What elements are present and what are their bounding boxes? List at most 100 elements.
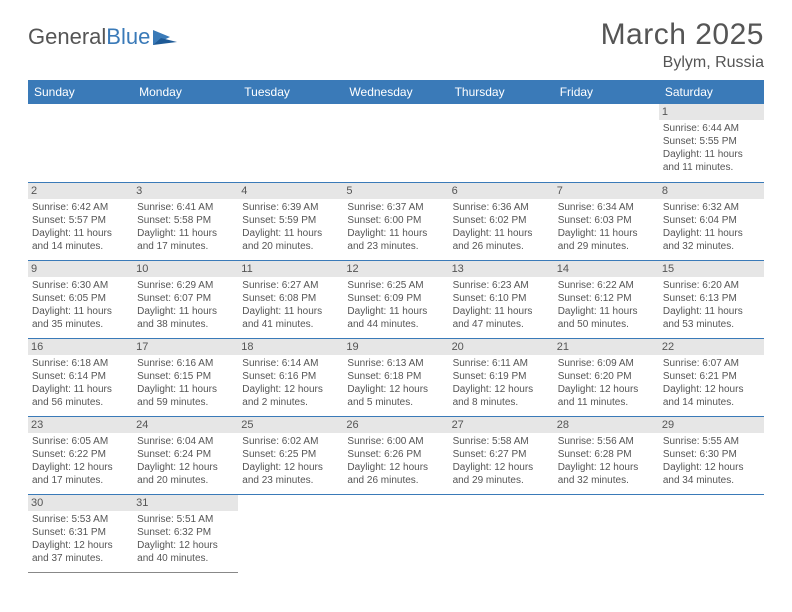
- sunset-line: Sunset: 6:24 PM: [137, 448, 234, 461]
- day-number: 29: [659, 417, 764, 433]
- sunrise-line: Sunrise: 6:04 AM: [137, 435, 234, 448]
- day-content: Sunrise: 6:22 AMSunset: 6:12 PMDaylight:…: [558, 279, 655, 331]
- sunset-line: Sunset: 6:28 PM: [558, 448, 655, 461]
- daylight-line: Daylight: 11 hours and 59 minutes.: [137, 383, 234, 409]
- sunset-line: Sunset: 6:27 PM: [453, 448, 550, 461]
- calendar-cell: 16 Sunrise: 6:18 AMSunset: 6:14 PMDayligh…: [28, 338, 133, 416]
- sunset-line: Sunset: 6:14 PM: [32, 370, 129, 383]
- sunrise-line: Sunrise: 6:18 AM: [32, 357, 129, 370]
- day-number: 14: [554, 261, 659, 277]
- day-content: Sunrise: 6:27 AMSunset: 6:08 PMDaylight:…: [242, 279, 339, 331]
- calendar-cell: 8Sunrise: 6:32 AMSunset: 6:04 PMDaylight…: [659, 182, 764, 260]
- daylight-line: Daylight: 11 hours and 35 minutes.: [32, 305, 129, 331]
- calendar-cell: [343, 494, 448, 572]
- sunrise-line: Sunrise: 6:37 AM: [347, 201, 444, 214]
- daylight-line: Daylight: 11 hours and 53 minutes.: [663, 305, 760, 331]
- sunset-line: Sunset: 5:58 PM: [137, 214, 234, 227]
- sunrise-line: Sunrise: 5:51 AM: [137, 513, 234, 526]
- sunset-line: Sunset: 6:16 PM: [242, 370, 339, 383]
- sunrise-line: Sunrise: 6:11 AM: [453, 357, 550, 370]
- sunset-line: Sunset: 6:02 PM: [453, 214, 550, 227]
- day-number: 3: [133, 183, 238, 199]
- day-content: Sunrise: 6:09 AMSunset: 6:20 PMDaylight:…: [558, 357, 655, 409]
- daylight-line: Daylight: 12 hours and 40 minutes.: [137, 539, 234, 565]
- sunrise-line: Sunrise: 6:22 AM: [558, 279, 655, 292]
- sunrise-line: Sunrise: 6:30 AM: [32, 279, 129, 292]
- sunrise-line: Sunrise: 5:55 AM: [663, 435, 760, 448]
- calendar-cell: 22Sunrise: 6:07 AMSunset: 6:21 PMDayligh…: [659, 338, 764, 416]
- daylight-line: Daylight: 12 hours and 32 minutes.: [558, 461, 655, 487]
- weekday-header: Sunday: [28, 80, 133, 104]
- sunset-line: Sunset: 5:55 PM: [663, 135, 760, 148]
- sunset-line: Sunset: 6:18 PM: [347, 370, 444, 383]
- day-content: Sunrise: 6:16 AMSunset: 6:15 PMDaylight:…: [137, 357, 234, 409]
- calendar-cell: 29Sunrise: 5:55 AMSunset: 6:30 PMDayligh…: [659, 416, 764, 494]
- calendar-cell: [343, 104, 448, 182]
- day-number: 25: [238, 417, 343, 433]
- daylight-line: Daylight: 12 hours and 23 minutes.: [242, 461, 339, 487]
- calendar-row: 30Sunrise: 5:53 AMSunset: 6:31 PMDayligh…: [28, 494, 764, 572]
- daylight-line: Daylight: 11 hours and 14 minutes.: [32, 227, 129, 253]
- day-content: Sunrise: 5:58 AMSunset: 6:27 PMDaylight:…: [453, 435, 550, 487]
- calendar-body: 1Sunrise: 6:44 AMSunset: 5:55 PMDaylight…: [28, 104, 764, 572]
- calendar-cell: 19Sunrise: 6:13 AMSunset: 6:18 PMDayligh…: [343, 338, 448, 416]
- daylight-line: Daylight: 12 hours and 8 minutes.: [453, 383, 550, 409]
- daylight-line: Daylight: 12 hours and 26 minutes.: [347, 461, 444, 487]
- sunset-line: Sunset: 6:08 PM: [242, 292, 339, 305]
- weekday-header: Friday: [554, 80, 659, 104]
- calendar-cell: 30Sunrise: 5:53 AMSunset: 6:31 PMDayligh…: [28, 494, 133, 572]
- sunrise-line: Sunrise: 6:25 AM: [347, 279, 444, 292]
- sunrise-line: Sunrise: 5:56 AM: [558, 435, 655, 448]
- calendar-cell: 18Sunrise: 6:14 AMSunset: 6:16 PMDayligh…: [238, 338, 343, 416]
- sunset-line: Sunset: 6:30 PM: [663, 448, 760, 461]
- daylight-line: Daylight: 11 hours and 23 minutes.: [347, 227, 444, 253]
- sunset-line: Sunset: 6:12 PM: [558, 292, 655, 305]
- day-number: 12: [343, 261, 448, 277]
- location: Bylym, Russia: [601, 54, 764, 72]
- weekday-header-row: Sunday Monday Tuesday Wednesday Thursday…: [28, 80, 764, 104]
- sunrise-line: Sunrise: 6:09 AM: [558, 357, 655, 370]
- sunset-line: Sunset: 6:21 PM: [663, 370, 760, 383]
- sunrise-line: Sunrise: 6:02 AM: [242, 435, 339, 448]
- logo-text-1: General: [28, 24, 106, 50]
- calendar-cell: 25Sunrise: 6:02 AMSunset: 6:25 PMDayligh…: [238, 416, 343, 494]
- daylight-line: Daylight: 12 hours and 2 minutes.: [242, 383, 339, 409]
- day-content: Sunrise: 6:32 AMSunset: 6:04 PMDaylight:…: [663, 201, 760, 253]
- sunrise-line: Sunrise: 6:00 AM: [347, 435, 444, 448]
- day-content: Sunrise: 5:51 AMSunset: 6:32 PMDaylight:…: [137, 513, 234, 565]
- day-number: 16: [28, 339, 133, 355]
- daylight-line: Daylight: 11 hours and 26 minutes.: [453, 227, 550, 253]
- day-number: 13: [449, 261, 554, 277]
- calendar-cell: 15 Sunrise: 6:20 AMSunset: 6:13 PMDayligh…: [659, 260, 764, 338]
- day-content: Sunrise: 6:00 AMSunset: 6:26 PMDaylight:…: [347, 435, 444, 487]
- daylight-line: Daylight: 11 hours and 56 minutes.: [32, 383, 129, 409]
- calendar-cell: [554, 494, 659, 572]
- sunrise-line: Sunrise: 6:36 AM: [453, 201, 550, 214]
- day-content: Sunrise: 6:23 AMSunset: 6:10 PMDaylight:…: [453, 279, 550, 331]
- calendar-cell: 10Sunrise: 6:29 AMSunset: 6:07 PMDayligh…: [133, 260, 238, 338]
- sunrise-line: Sunrise: 6:14 AM: [242, 357, 339, 370]
- day-number: 6: [449, 183, 554, 199]
- day-number: 15: [659, 261, 764, 277]
- day-number: 22: [659, 339, 764, 355]
- daylight-line: Daylight: 11 hours and 47 minutes.: [453, 305, 550, 331]
- daylight-line: Daylight: 12 hours and 14 minutes.: [663, 383, 760, 409]
- calendar-cell: 11Sunrise: 6:27 AMSunset: 6:08 PMDayligh…: [238, 260, 343, 338]
- calendar-cell: [659, 494, 764, 572]
- sunset-line: Sunset: 6:03 PM: [558, 214, 655, 227]
- weekday-header: Monday: [133, 80, 238, 104]
- day-number: 17: [133, 339, 238, 355]
- day-number: 23: [28, 417, 133, 433]
- daylight-line: Daylight: 12 hours and 11 minutes.: [558, 383, 655, 409]
- day-content: Sunrise: 6:20 AMSunset: 6:13 PMDaylight:…: [663, 279, 760, 331]
- day-content: Sunrise: 6:37 AMSunset: 6:00 PMDaylight:…: [347, 201, 444, 253]
- sunset-line: Sunset: 6:31 PM: [32, 526, 129, 539]
- daylight-line: Daylight: 11 hours and 20 minutes.: [242, 227, 339, 253]
- day-number: 24: [133, 417, 238, 433]
- calendar-cell: 1Sunrise: 6:44 AMSunset: 5:55 PMDaylight…: [659, 104, 764, 182]
- calendar-cell: 14 Sunrise: 6:22 AMSunset: 6:12 PMDayligh…: [554, 260, 659, 338]
- calendar-cell: 17 Sunrise: 6:16 AMSunset: 6:15 PMDayligh…: [133, 338, 238, 416]
- calendar-cell: 9Sunrise: 6:30 AMSunset: 6:05 PMDaylight…: [28, 260, 133, 338]
- sunrise-line: Sunrise: 6:23 AM: [453, 279, 550, 292]
- sunrise-line: Sunrise: 6:44 AM: [663, 122, 760, 135]
